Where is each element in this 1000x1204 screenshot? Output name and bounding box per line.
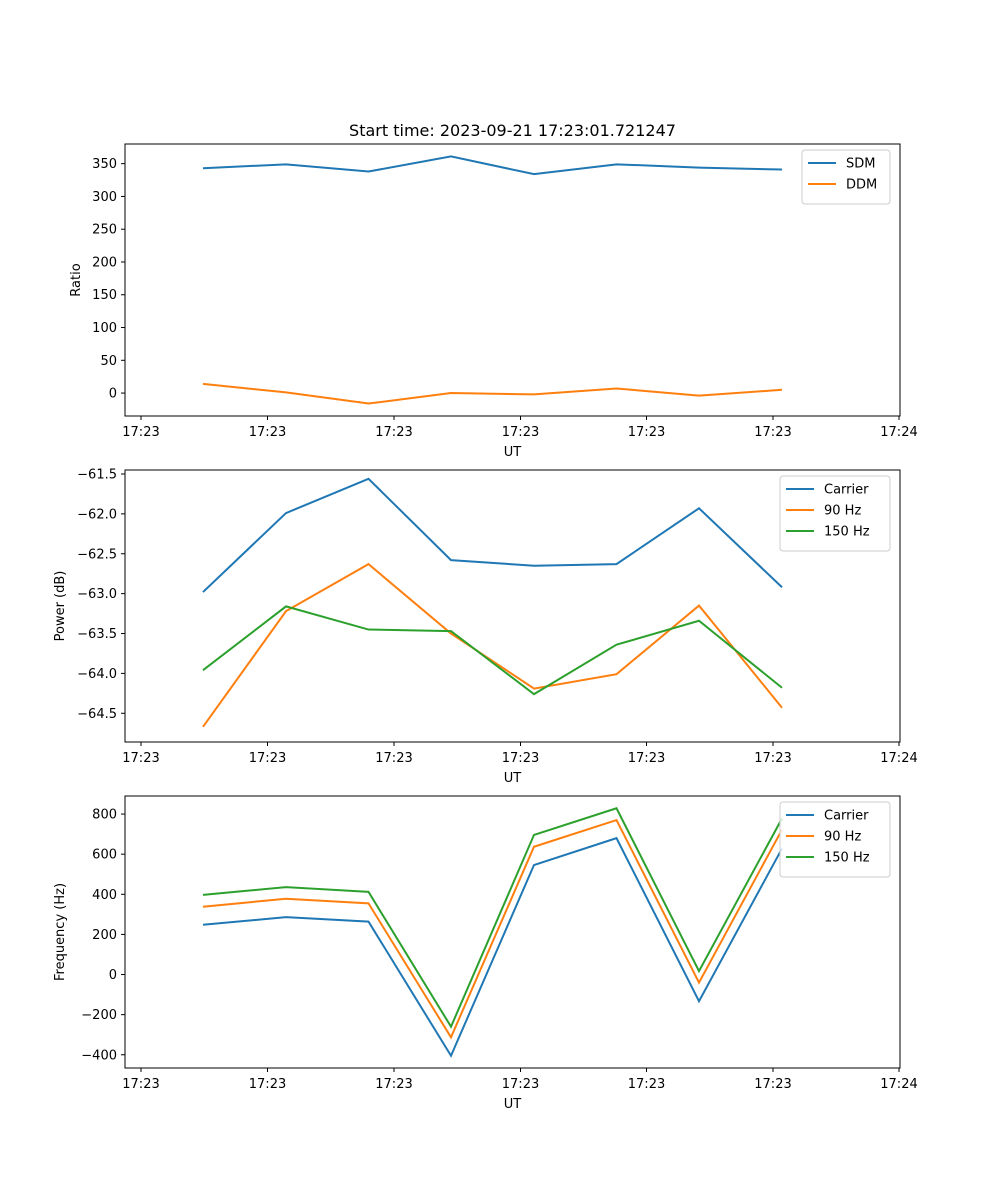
series-line-90-hz (202, 562, 783, 728)
chart-panel-1: 17:23 17:23 17:23 17:23 17:23 17:23 17:24 0 50 10… (69, 121, 918, 460)
chart-title: Start time: 2023-09-21 17:23:01.721247 (349, 121, 676, 140)
y-tick-label: 400 (92, 888, 117, 903)
y-tick-label: 50 (100, 354, 117, 369)
x-tick-label: 17:23 (754, 751, 791, 766)
x-tick-label: 17:23 (754, 425, 791, 440)
x-tick-label: 17:23 (249, 751, 286, 766)
y-tick-label: 200 (92, 928, 117, 943)
x-tick-label: 17:23 (122, 425, 159, 440)
legend-box (779, 801, 891, 878)
x-tick-label: 17:24 (880, 751, 917, 766)
legend-label: 150 Hz (824, 851, 870, 866)
axes-frame (124, 795, 901, 1069)
y-tick-label: −62.0 (77, 507, 117, 522)
chart-panel-2: 17:23 17:23 17:23 17:23 17:23 17:23 17:24 −64.5… (53, 467, 918, 786)
series-line-sdm (202, 155, 783, 176)
y-tick-label: 0 (109, 387, 117, 402)
x-tick-label: 17:24 (880, 1077, 917, 1092)
y-tick-label: 200 (92, 255, 117, 270)
x-tick-label: 17:23 (628, 751, 665, 766)
x-tick-label: 17:23 (628, 425, 665, 440)
x-tick-label: 17:23 (375, 751, 412, 766)
legend-label: 90 Hz (824, 830, 861, 845)
series-line-150-hz (202, 807, 783, 1029)
y-tick-label: −64.5 (77, 707, 117, 722)
y-tick-label: 350 (92, 157, 117, 172)
x-axis-label: UT (504, 1097, 522, 1112)
y-axis-label: Power (dB) (53, 571, 68, 642)
series-line-carrier (202, 477, 783, 593)
x-tick-label: 17:23 (502, 425, 539, 440)
y-tick-label: −400 (81, 1048, 117, 1063)
y-tick-label: 150 (92, 288, 117, 303)
x-tick-label: 17:23 (754, 1077, 791, 1092)
x-tick-label: 17:23 (122, 1077, 159, 1092)
y-tick-label: 800 (92, 808, 117, 823)
y-tick-label: −63.5 (77, 627, 117, 642)
x-tick-label: 17:23 (122, 751, 159, 766)
legend-label: Carrier (824, 809, 869, 824)
series-line-150-hz (202, 605, 783, 696)
y-tick-label: 100 (92, 321, 117, 336)
axes-frame (124, 469, 901, 743)
x-axis-label: UT (504, 445, 522, 460)
x-tick-label: 17:23 (249, 425, 286, 440)
axes-frame (124, 143, 901, 417)
legend: SDM DDM (801, 149, 891, 205)
x-tick-label: 17:23 (249, 1077, 286, 1092)
legend: Carrier 90 Hz 150 Hz (779, 475, 891, 552)
chart-panel-3: 17:23 17:23 17:23 17:23 17:23 17:23 17:24 −400 −… (53, 795, 918, 1112)
x-axis-label: UT (504, 771, 522, 786)
x-tick-label: 17:23 (628, 1077, 665, 1092)
y-tick-label: 250 (92, 223, 117, 238)
y-tick-label: 0 (109, 968, 117, 983)
y-tick-label: −200 (81, 1008, 117, 1023)
legend-box (779, 475, 891, 552)
legend-label: Carrier (824, 483, 869, 498)
series-line-carrier (202, 836, 783, 1058)
y-tick-label: 300 (92, 190, 117, 205)
x-tick-label: 17:23 (502, 751, 539, 766)
y-tick-label: −61.5 (77, 467, 117, 482)
x-tick-label: 17:23 (502, 1077, 539, 1092)
legend-label: SDM (846, 157, 875, 172)
legend-label: 150 Hz (824, 525, 870, 540)
x-tick-label: 17:23 (375, 1077, 412, 1092)
legend-label: DDM (846, 178, 877, 193)
series-line-90-hz (202, 818, 783, 1040)
y-tick-label: −62.5 (77, 547, 117, 562)
y-tick-label: −63.0 (77, 587, 117, 602)
legend-label: 90 Hz (824, 504, 861, 519)
y-tick-label: −64.0 (77, 667, 117, 682)
x-tick-label: 17:23 (375, 425, 412, 440)
y-tick-label: 600 (92, 848, 117, 863)
x-tick-label: 17:24 (880, 425, 917, 440)
legend: Carrier 90 Hz 150 Hz (779, 801, 891, 878)
y-axis-label: Ratio (69, 263, 84, 296)
y-axis-label: Frequency (Hz) (53, 883, 68, 981)
series-line-ddm (202, 382, 783, 405)
